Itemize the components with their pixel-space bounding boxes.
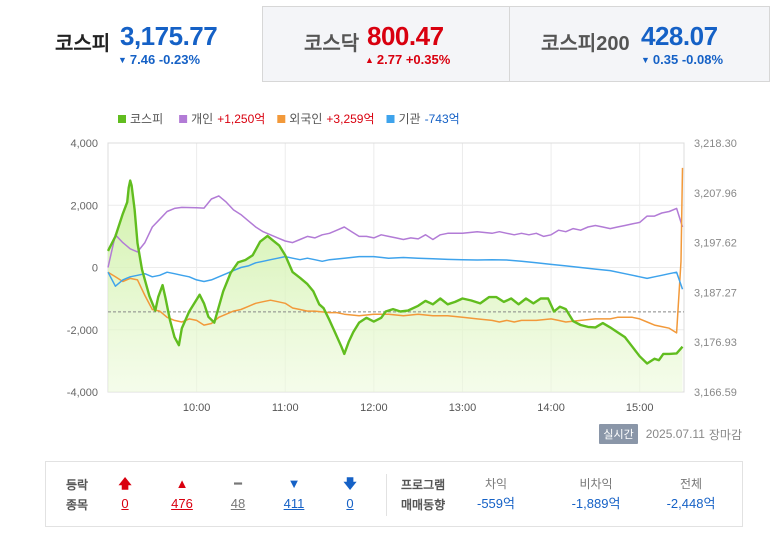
market-status: 실시간 2025.07.11 장마감 xyxy=(599,424,742,444)
program-non-arbitrage: 비차익 -1,889억 xyxy=(551,474,641,514)
right-tick-label: 3,166.59 xyxy=(694,387,737,399)
market-date: 2025.07.11 xyxy=(645,427,705,441)
legend-swatch-3 xyxy=(386,115,395,123)
program-total-header: 전체 xyxy=(679,477,703,491)
market-state: 장마감 xyxy=(708,427,742,442)
left-tick-label: -4,000 xyxy=(67,387,98,399)
x-tick-label: 15:00 xyxy=(626,402,654,414)
x-tick-label: 13:00 xyxy=(449,402,477,414)
legend-label-3: 기관 xyxy=(399,112,421,126)
tab-kospi-change: ▼ 7.46 -0.23% xyxy=(118,52,200,67)
breadth-rising: ▲ 476 xyxy=(162,474,202,514)
tab-kospi-name: 코스피 xyxy=(55,33,111,55)
x-tick-label: 10:00 xyxy=(183,402,211,414)
left-tick-label: -2,000 xyxy=(67,325,98,337)
rising-count[interactable]: 476 xyxy=(171,496,193,511)
left-tick-label: 0 xyxy=(92,263,98,275)
series-line-kospi xyxy=(106,179,684,365)
realtime-badge[interactable]: 실시간 xyxy=(599,424,638,444)
x-tick-label: 12:00 xyxy=(360,402,388,414)
index-tabs: 코스피 3,175.77 ▼ 7.46 -0.23% 코스닥 800.47 ▲ 2.… xyxy=(0,0,770,82)
tab-kosdaq-change: ▲ 2.77 +0.35% xyxy=(365,52,450,67)
program-arbitrage: 차익 -559억 xyxy=(451,474,541,514)
program-label: 프로그램 매매동향 xyxy=(401,475,459,515)
right-tick-label: 3,187.27 xyxy=(694,287,737,299)
tab-kospi200-value: 428.07 xyxy=(641,21,718,51)
tab-kosdaq[interactable]: 코스닥 800.47 ▲ 2.77 +0.35% xyxy=(262,6,510,82)
up-arrow-icon: ▲ xyxy=(365,55,374,65)
breadth-upper-limit: 🡅 0 xyxy=(105,474,145,514)
falling-icon: ▼ xyxy=(287,476,301,491)
falling-count[interactable]: 411 xyxy=(283,496,305,511)
tab-kosdaq-name: 코스닥 xyxy=(304,33,360,55)
program-non-arbitrage-value: -1,889억 xyxy=(571,496,621,511)
intraday-chart[interactable]: 코스피 개인 +1,250억 외국인 +3,259억 기관 -743억 4,000 2,000 0… xyxy=(0,100,770,420)
legend-swatch-2 xyxy=(277,115,286,123)
legend-label-1: 개인 xyxy=(191,112,213,126)
kospi-area xyxy=(108,180,683,392)
legend-swatch-0 xyxy=(118,115,126,123)
upper-limit-count[interactable]: 0 xyxy=(121,496,129,511)
down-arrow-icon: ▼ xyxy=(118,55,127,65)
program-non-arbitrage-header: 비차익 xyxy=(579,477,613,491)
left-tick-label: 2,000 xyxy=(70,200,98,212)
left-tick-label: 4,000 xyxy=(70,138,98,150)
right-tick-label: 3,197.62 xyxy=(694,238,737,250)
legend-swatch-1 xyxy=(179,115,188,123)
tab-kospi200-name: 코스피200 xyxy=(541,33,630,55)
upper-limit-icon: 🡅 xyxy=(118,476,132,491)
legend-value-1: +1,250억 xyxy=(217,112,265,126)
divider xyxy=(386,474,387,516)
breadth-label-bottom: 종목 xyxy=(66,498,89,512)
market-breadth-panel: 등락 종목 🡅 0 ▲ 476 ━ 48 ▼ 411 🡇 0 프로그램 매매동향… xyxy=(45,461,743,527)
legend-label-2: 외국인 xyxy=(289,112,322,126)
legend-label-0: 코스피 xyxy=(130,112,163,126)
tab-kospi200-change: ▼ 0.35 -0.08% xyxy=(641,52,723,67)
x-tick-label: 11:00 xyxy=(272,402,299,414)
tab-kospi-change-text: 7.46 -0.23% xyxy=(129,52,201,67)
breadth-label: 등락 종목 xyxy=(66,475,96,515)
breadth-falling: ▼ 411 xyxy=(274,474,314,514)
right-tick-label: 3,218.30 xyxy=(694,138,737,150)
breadth-unchanged: ━ 48 xyxy=(218,474,258,514)
tab-kosdaq-change-text: 2.77 +0.35% xyxy=(376,52,451,67)
program-total: 전체 -2,448억 xyxy=(646,474,736,514)
x-tick-label: 14:00 xyxy=(537,402,565,414)
unchanged-count[interactable]: 48 xyxy=(230,496,246,511)
program-label-top: 프로그램 xyxy=(401,478,446,492)
legend-value-3: -743억 xyxy=(425,112,460,126)
series-line-institution xyxy=(107,255,684,290)
tab-kospi200-change-text: 0.35 -0.08% xyxy=(652,52,724,67)
lower-limit-count[interactable]: 0 xyxy=(346,496,354,511)
rising-icon: ▲ xyxy=(175,476,189,491)
legend-value-2: +3,259억 xyxy=(326,112,374,126)
tab-kospi[interactable]: 코스피 3,175.77 ▼ 7.46 -0.23% xyxy=(0,6,263,82)
right-tick-label: 3,176.93 xyxy=(694,337,737,349)
program-arbitrage-value: -559억 xyxy=(477,496,515,511)
program-label-bottom: 매매동향 xyxy=(401,498,446,512)
unchanged-icon: ━ xyxy=(234,476,242,491)
down-arrow-icon: ▼ xyxy=(641,55,650,65)
series-line-individual xyxy=(107,195,684,268)
program-arbitrage-header: 차익 xyxy=(484,477,508,491)
program-total-value: -2,448억 xyxy=(666,496,716,511)
right-tick-label: 3,207.96 xyxy=(694,188,737,200)
tab-kospi-value: 3,175.77 xyxy=(120,21,218,51)
tab-kosdaq-value: 800.47 xyxy=(367,21,444,51)
lower-limit-icon: 🡇 xyxy=(343,476,357,491)
tab-kospi200[interactable]: 코스피200 428.07 ▼ 0.35 -0.08% xyxy=(509,6,770,82)
breadth-label-top: 등락 xyxy=(66,478,89,492)
breadth-lower-limit: 🡇 0 xyxy=(330,474,370,514)
